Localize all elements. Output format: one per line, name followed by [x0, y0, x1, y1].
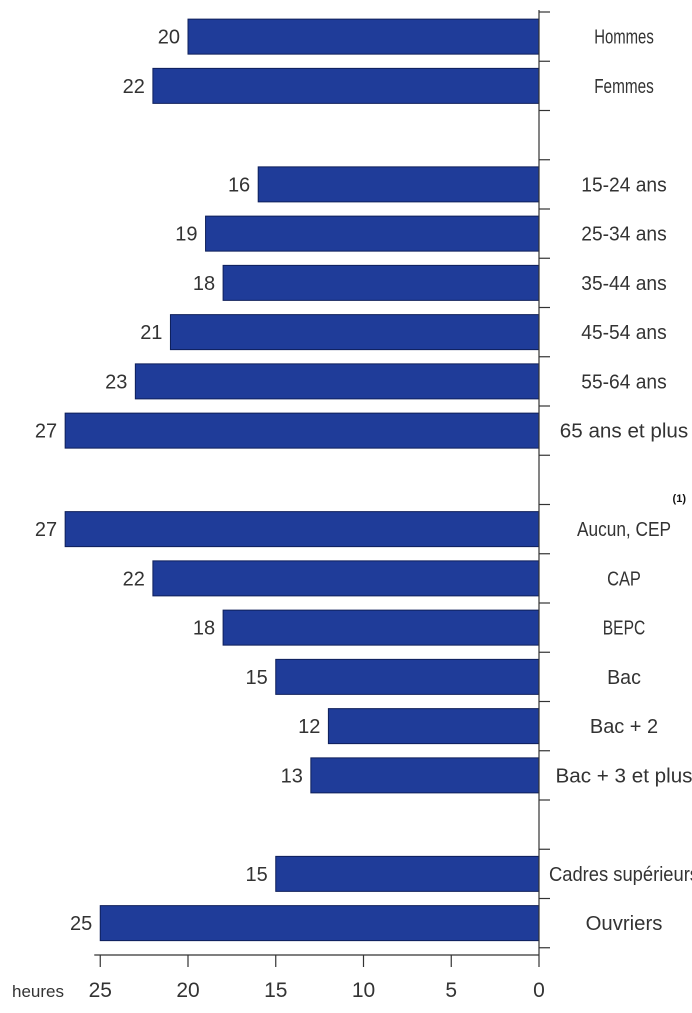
category-label-15-24-ans: 15-24 ans — [581, 174, 666, 196]
category-label-bac-2: Bac + 2 — [590, 716, 658, 738]
category-label-bepc: BEPC — [603, 618, 645, 640]
bar-bac-2 — [327, 708, 540, 745]
category-label-bac: Bac — [607, 667, 641, 689]
x-tick-label: 15 — [264, 979, 287, 1002]
value-label-cap: 22 — [123, 568, 145, 590]
footnote-marker: (1) — [673, 493, 687, 505]
bar-cadres-superieurs — [275, 855, 540, 892]
x-tick-label: 25 — [89, 979, 112, 1002]
value-label-bac-3-et-plus: 13 — [281, 765, 303, 787]
category-label-45-54-ans: 45-54 ans — [581, 322, 666, 344]
bar-bac-3-et-plus — [310, 757, 540, 794]
bar-65-ans-et-plus — [64, 412, 540, 449]
bar-cap — [152, 560, 540, 597]
category-label-cap: CAP — [607, 568, 641, 590]
category-label-femmes: Femmes — [594, 76, 654, 98]
category-label-65-ans-et-plus: 65 ans et plus — [560, 421, 688, 443]
category-label-hommes: Hommes — [594, 27, 654, 49]
bar-25-34-ans — [205, 215, 540, 252]
bar-bepc — [222, 609, 540, 646]
value-label-femmes: 22 — [123, 76, 145, 98]
x-axis-label: heures — [12, 982, 64, 1001]
value-label-bepc: 18 — [193, 618, 215, 640]
category-label-bac-3-et-plus: Bac + 3 et plus — [556, 765, 692, 787]
category-label-55-64-ans: 55-64 ans — [581, 371, 666, 393]
value-label-bac: 15 — [246, 667, 268, 689]
value-label-35-44-ans: 18 — [193, 273, 215, 295]
bar-aucun-cep — [64, 511, 540, 548]
value-label-bac-2: 12 — [298, 716, 320, 738]
value-label-aucun-cep: 27 — [35, 519, 57, 541]
category-label-ouvriers: Ouvriers — [586, 913, 663, 935]
bar-45-54-ans — [169, 314, 540, 351]
bar-hommes — [187, 18, 540, 55]
category-label-25-34-ans: 25-34 ans — [581, 224, 666, 246]
bar-bac — [275, 658, 540, 695]
value-label-hommes: 20 — [158, 27, 180, 49]
value-label-55-64-ans: 23 — [105, 371, 127, 393]
value-label-15-24-ans: 16 — [228, 174, 250, 196]
x-tick-label: 20 — [176, 979, 199, 1002]
x-tick-label: 5 — [445, 979, 457, 1002]
value-label-ouvriers: 25 — [70, 913, 92, 935]
bar-15-24-ans — [257, 166, 540, 203]
x-tick-label: 0 — [533, 979, 545, 1002]
labels-group: 20 Hommes 22 Femmes 16 15-24 ans 19 25-34 ans 18… — [12, 27, 692, 1002]
category-label-aucun-cep: Aucun, CEP — [577, 519, 671, 541]
bar-35-44-ans — [222, 264, 540, 301]
value-label-65-ans-et-plus: 27 — [35, 421, 57, 443]
bar-femmes — [152, 67, 540, 104]
category-label-cadres-superieurs: Cadres supérieurs — [549, 864, 692, 886]
x-tick-label: 10 — [352, 979, 375, 1002]
bars-group — [64, 18, 540, 942]
bar-ouvriers — [99, 905, 540, 942]
category-label-35-44-ans: 35-44 ans — [581, 273, 666, 295]
bar-55-64-ans — [134, 363, 540, 400]
value-label-25-34-ans: 19 — [175, 224, 197, 246]
value-label-45-54-ans: 21 — [140, 322, 162, 344]
value-label-cadres-superieurs: 15 — [246, 864, 268, 886]
axis-group — [94, 10, 550, 967]
